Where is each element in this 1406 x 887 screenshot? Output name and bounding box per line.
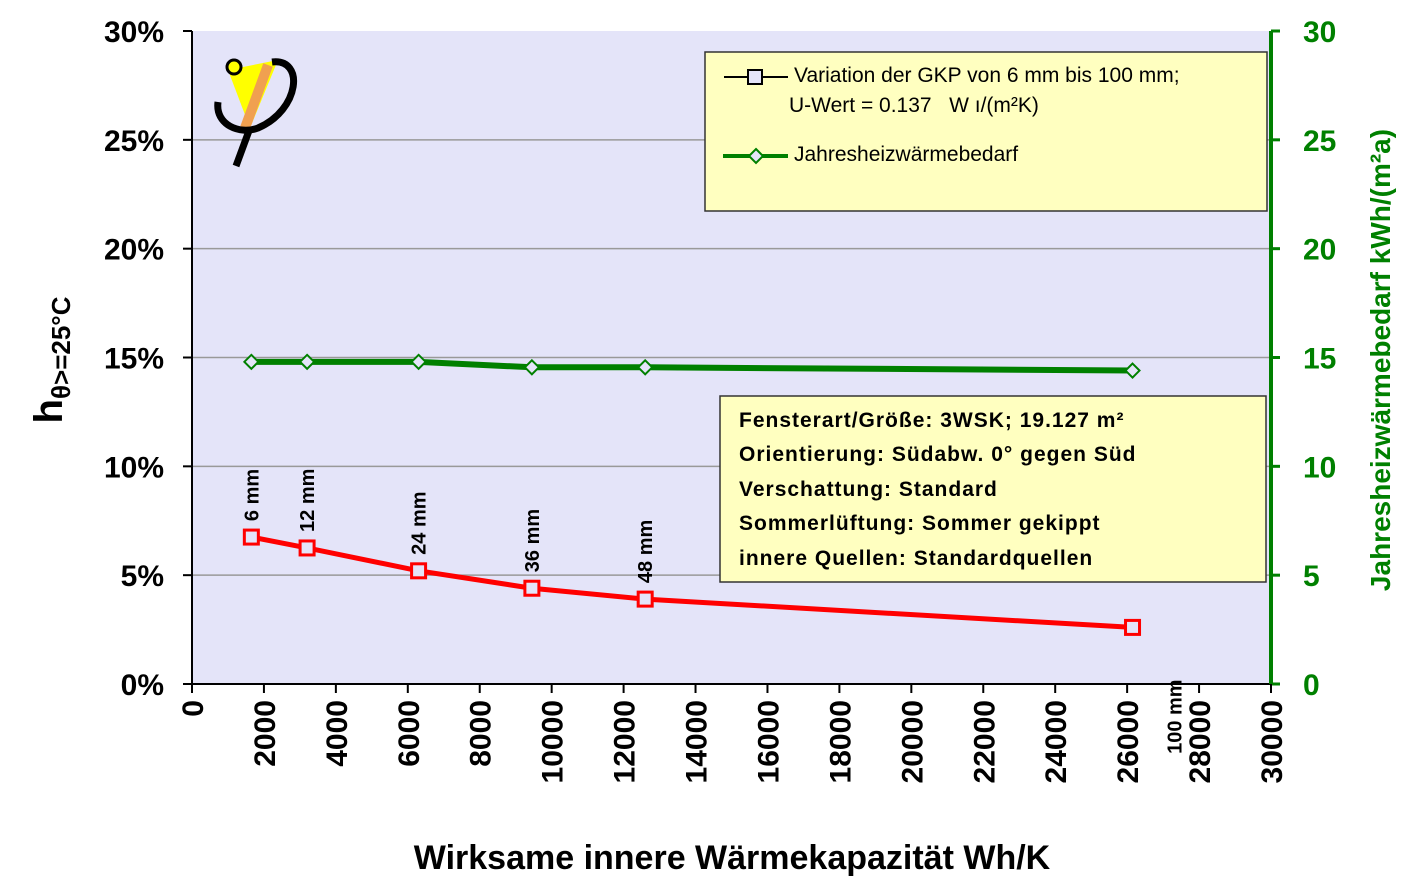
info-box: Fensterart/Größe: 3WSK; 19.127 m² Orient…: [719, 395, 1267, 583]
data-point-label: 24 mm: [409, 491, 431, 554]
data-point-marker: [636, 358, 654, 376]
data-point-marker: [523, 358, 541, 376]
x-tick-label: 24000: [1040, 700, 1073, 783]
x-tick-label: 30000: [1256, 700, 1289, 783]
info-line: Verschattung: Standard: [739, 478, 998, 501]
data-point-marker: [242, 528, 260, 546]
x-tick-label: 10000: [537, 700, 570, 783]
x-tick-label: 8000: [465, 700, 498, 767]
y-tick-label: 25%: [104, 125, 164, 158]
x-tick-label: 2000: [249, 700, 282, 767]
info-line: Sommerlüftung: Sommer gekippt: [739, 512, 1101, 535]
info-line: Orientierung: Südabw. 0° gegen Süd: [739, 443, 1136, 466]
series-line-2: [251, 358, 1133, 374]
y2-tick-label: 15: [1303, 343, 1336, 376]
x-tick-label: 22000: [968, 700, 1001, 783]
x-tick-label: 4000: [321, 700, 354, 767]
y-axis-title: hθ>=25°C: [27, 296, 76, 423]
legend-series-2-label: Jahresheizwärmebedarf: [794, 143, 1018, 166]
y-tick-label: 20%: [104, 234, 164, 267]
x-tick-label: 26000: [1112, 700, 1145, 783]
data-point-marker: [523, 579, 541, 597]
y2-axis-title: Jahresheizwärmebedarf kWh/(m²a): [1365, 129, 1396, 591]
x-tick-label: 16000: [752, 700, 785, 783]
y2-tick-label: 25: [1303, 125, 1336, 158]
x-tick-label: 0: [177, 700, 210, 717]
legend-series-1-label: Variation der GKP von 6 mm bis 100 mm;: [794, 64, 1180, 87]
data-point-marker: [1124, 618, 1142, 636]
x-tick-label: 12000: [609, 700, 642, 783]
y2-tick-label: 0: [1303, 669, 1320, 702]
y2-tick-label: 30: [1303, 16, 1336, 49]
y-axis-title-main: h: [27, 399, 71, 423]
y-tick-label: 30%: [104, 16, 164, 49]
x-tick-label: 14000: [681, 700, 714, 783]
x-axis-title: Wirksame innere Wärmekapazität Wh/K: [414, 839, 1051, 877]
info-line: innere Quellen: Standardquellen: [739, 547, 1093, 570]
x-tick-label: 20000: [896, 700, 929, 783]
x-tick-label: 18000: [824, 700, 857, 783]
y-tick-label: 5%: [121, 560, 164, 593]
data-point-label: 48 mm: [635, 520, 657, 583]
x-tick-label: 6000: [393, 700, 426, 767]
data-point-marker: [242, 353, 260, 371]
logo: [214, 58, 298, 168]
y2-tick-label: 5: [1303, 560, 1320, 593]
legend-square-marker-icon: [747, 69, 763, 85]
y2-tick-label: 20: [1303, 234, 1336, 267]
data-point-marker: [636, 590, 654, 608]
x-tick-label: 28000: [1184, 700, 1217, 783]
legend-series-1-label-line2: U-Wert = 0.137 W ı/(m²K): [789, 94, 1039, 117]
y-tick-label: 0%: [121, 669, 164, 702]
axes: 0% 0 5% 5 10% 10 15% 15 20% 20 25% 25 30% 30 0 2000 4000…: [104, 16, 1336, 783]
y-tick-label: 15%: [104, 343, 164, 376]
data-point-label: 6 mm: [241, 469, 263, 521]
y-tick-label: 10%: [104, 451, 164, 484]
y-axis-title-sub: θ>=25°C: [46, 296, 76, 399]
data-point-marker: [410, 353, 428, 371]
data-point-marker: [1124, 362, 1141, 379]
series-line-1: [250, 534, 1133, 630]
legend-diamond-marker-icon: [747, 147, 765, 165]
data-point-marker: [298, 539, 316, 557]
data-point-label: 12 mm: [297, 469, 319, 532]
data-point-marker: [410, 562, 428, 580]
data-point-label: 100 mm: [1165, 679, 1187, 754]
y2-tick-label: 10: [1303, 451, 1336, 484]
data-point-marker: [298, 353, 316, 371]
legend: Variation der GKP von 6 mm bis 100 mm; U…: [704, 51, 1268, 212]
series-group: 6 mm 12 mm 24 mm 36 mm 48 mm 100 mm: [241, 353, 1187, 754]
info-line: Fensterart/Größe: 3WSK; 19.127 m²: [739, 409, 1124, 432]
data-point-label: 36 mm: [522, 509, 544, 572]
